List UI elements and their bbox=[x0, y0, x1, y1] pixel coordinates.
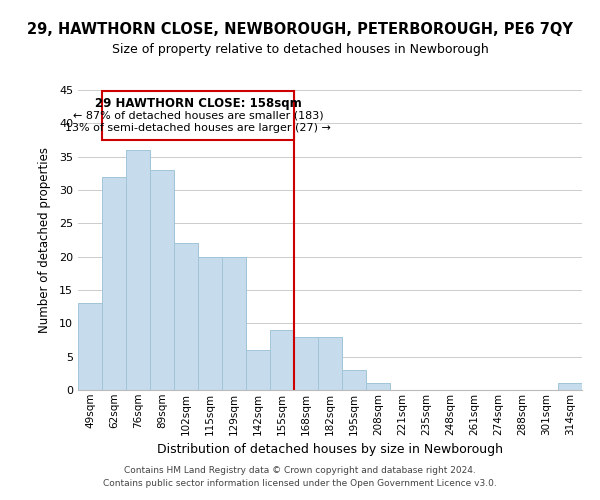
Bar bbox=[294, 336, 318, 390]
Text: ← 87% of detached houses are smaller (183): ← 87% of detached houses are smaller (18… bbox=[73, 110, 323, 120]
Bar bbox=[366, 384, 390, 390]
Bar bbox=[318, 336, 342, 390]
Bar bbox=[78, 304, 102, 390]
Bar bbox=[222, 256, 246, 390]
Bar bbox=[102, 176, 126, 390]
Bar bbox=[174, 244, 198, 390]
Bar bbox=[342, 370, 366, 390]
Y-axis label: Number of detached properties: Number of detached properties bbox=[38, 147, 50, 333]
Bar bbox=[126, 150, 150, 390]
FancyBboxPatch shape bbox=[102, 92, 294, 140]
Text: 29 HAWTHORN CLOSE: 158sqm: 29 HAWTHORN CLOSE: 158sqm bbox=[95, 96, 301, 110]
Text: Contains HM Land Registry data © Crown copyright and database right 2024.
Contai: Contains HM Land Registry data © Crown c… bbox=[103, 466, 497, 487]
Bar bbox=[558, 384, 582, 390]
Bar bbox=[150, 170, 174, 390]
Bar bbox=[198, 256, 222, 390]
Text: 29, HAWTHORN CLOSE, NEWBOROUGH, PETERBOROUGH, PE6 7QY: 29, HAWTHORN CLOSE, NEWBOROUGH, PETERBOR… bbox=[27, 22, 573, 38]
Text: 13% of semi-detached houses are larger (27) →: 13% of semi-detached houses are larger (… bbox=[65, 124, 331, 134]
Text: Size of property relative to detached houses in Newborough: Size of property relative to detached ho… bbox=[112, 42, 488, 56]
X-axis label: Distribution of detached houses by size in Newborough: Distribution of detached houses by size … bbox=[157, 443, 503, 456]
Bar bbox=[270, 330, 294, 390]
Bar bbox=[246, 350, 270, 390]
